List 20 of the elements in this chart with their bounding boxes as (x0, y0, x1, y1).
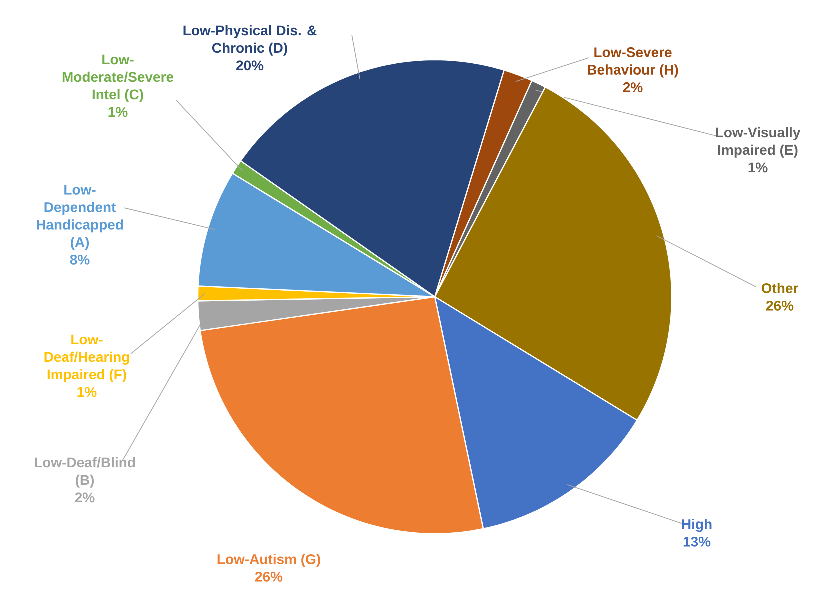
slice-label: Low-Moderate/Severe Intel (C) (62, 54, 174, 102)
data-label: 13% (684, 536, 711, 547)
data-label: 26% (255, 572, 283, 582)
data-label: 2% (75, 492, 95, 503)
slice-label: Other (762, 283, 798, 294)
slice-label: Low-Visually Impaired (E) (716, 127, 801, 158)
data-label: 1% (108, 107, 128, 118)
slice-label: Low-Autism (G) (218, 554, 320, 568)
data-label: 1% (78, 387, 97, 398)
slice-label: Low-Deaf/Blind (B) (35, 457, 136, 488)
slice-label: High (682, 519, 712, 532)
data-label: 8% (70, 254, 90, 265)
data-label: 20% (236, 60, 264, 71)
data-label: 1% (748, 162, 768, 173)
slice-label: Low-Severe Behaviour (H) (588, 48, 678, 78)
slice-label: Low-Dependent Handicapped (A) (36, 185, 124, 250)
slice-label: Low-Physical Dis. & Chronic (D) (184, 25, 317, 56)
data-label: 26% (766, 300, 794, 311)
slice-label: Low-Deaf/Hearing Impaired (F) (44, 334, 130, 382)
data-label: 2% (623, 82, 643, 92)
